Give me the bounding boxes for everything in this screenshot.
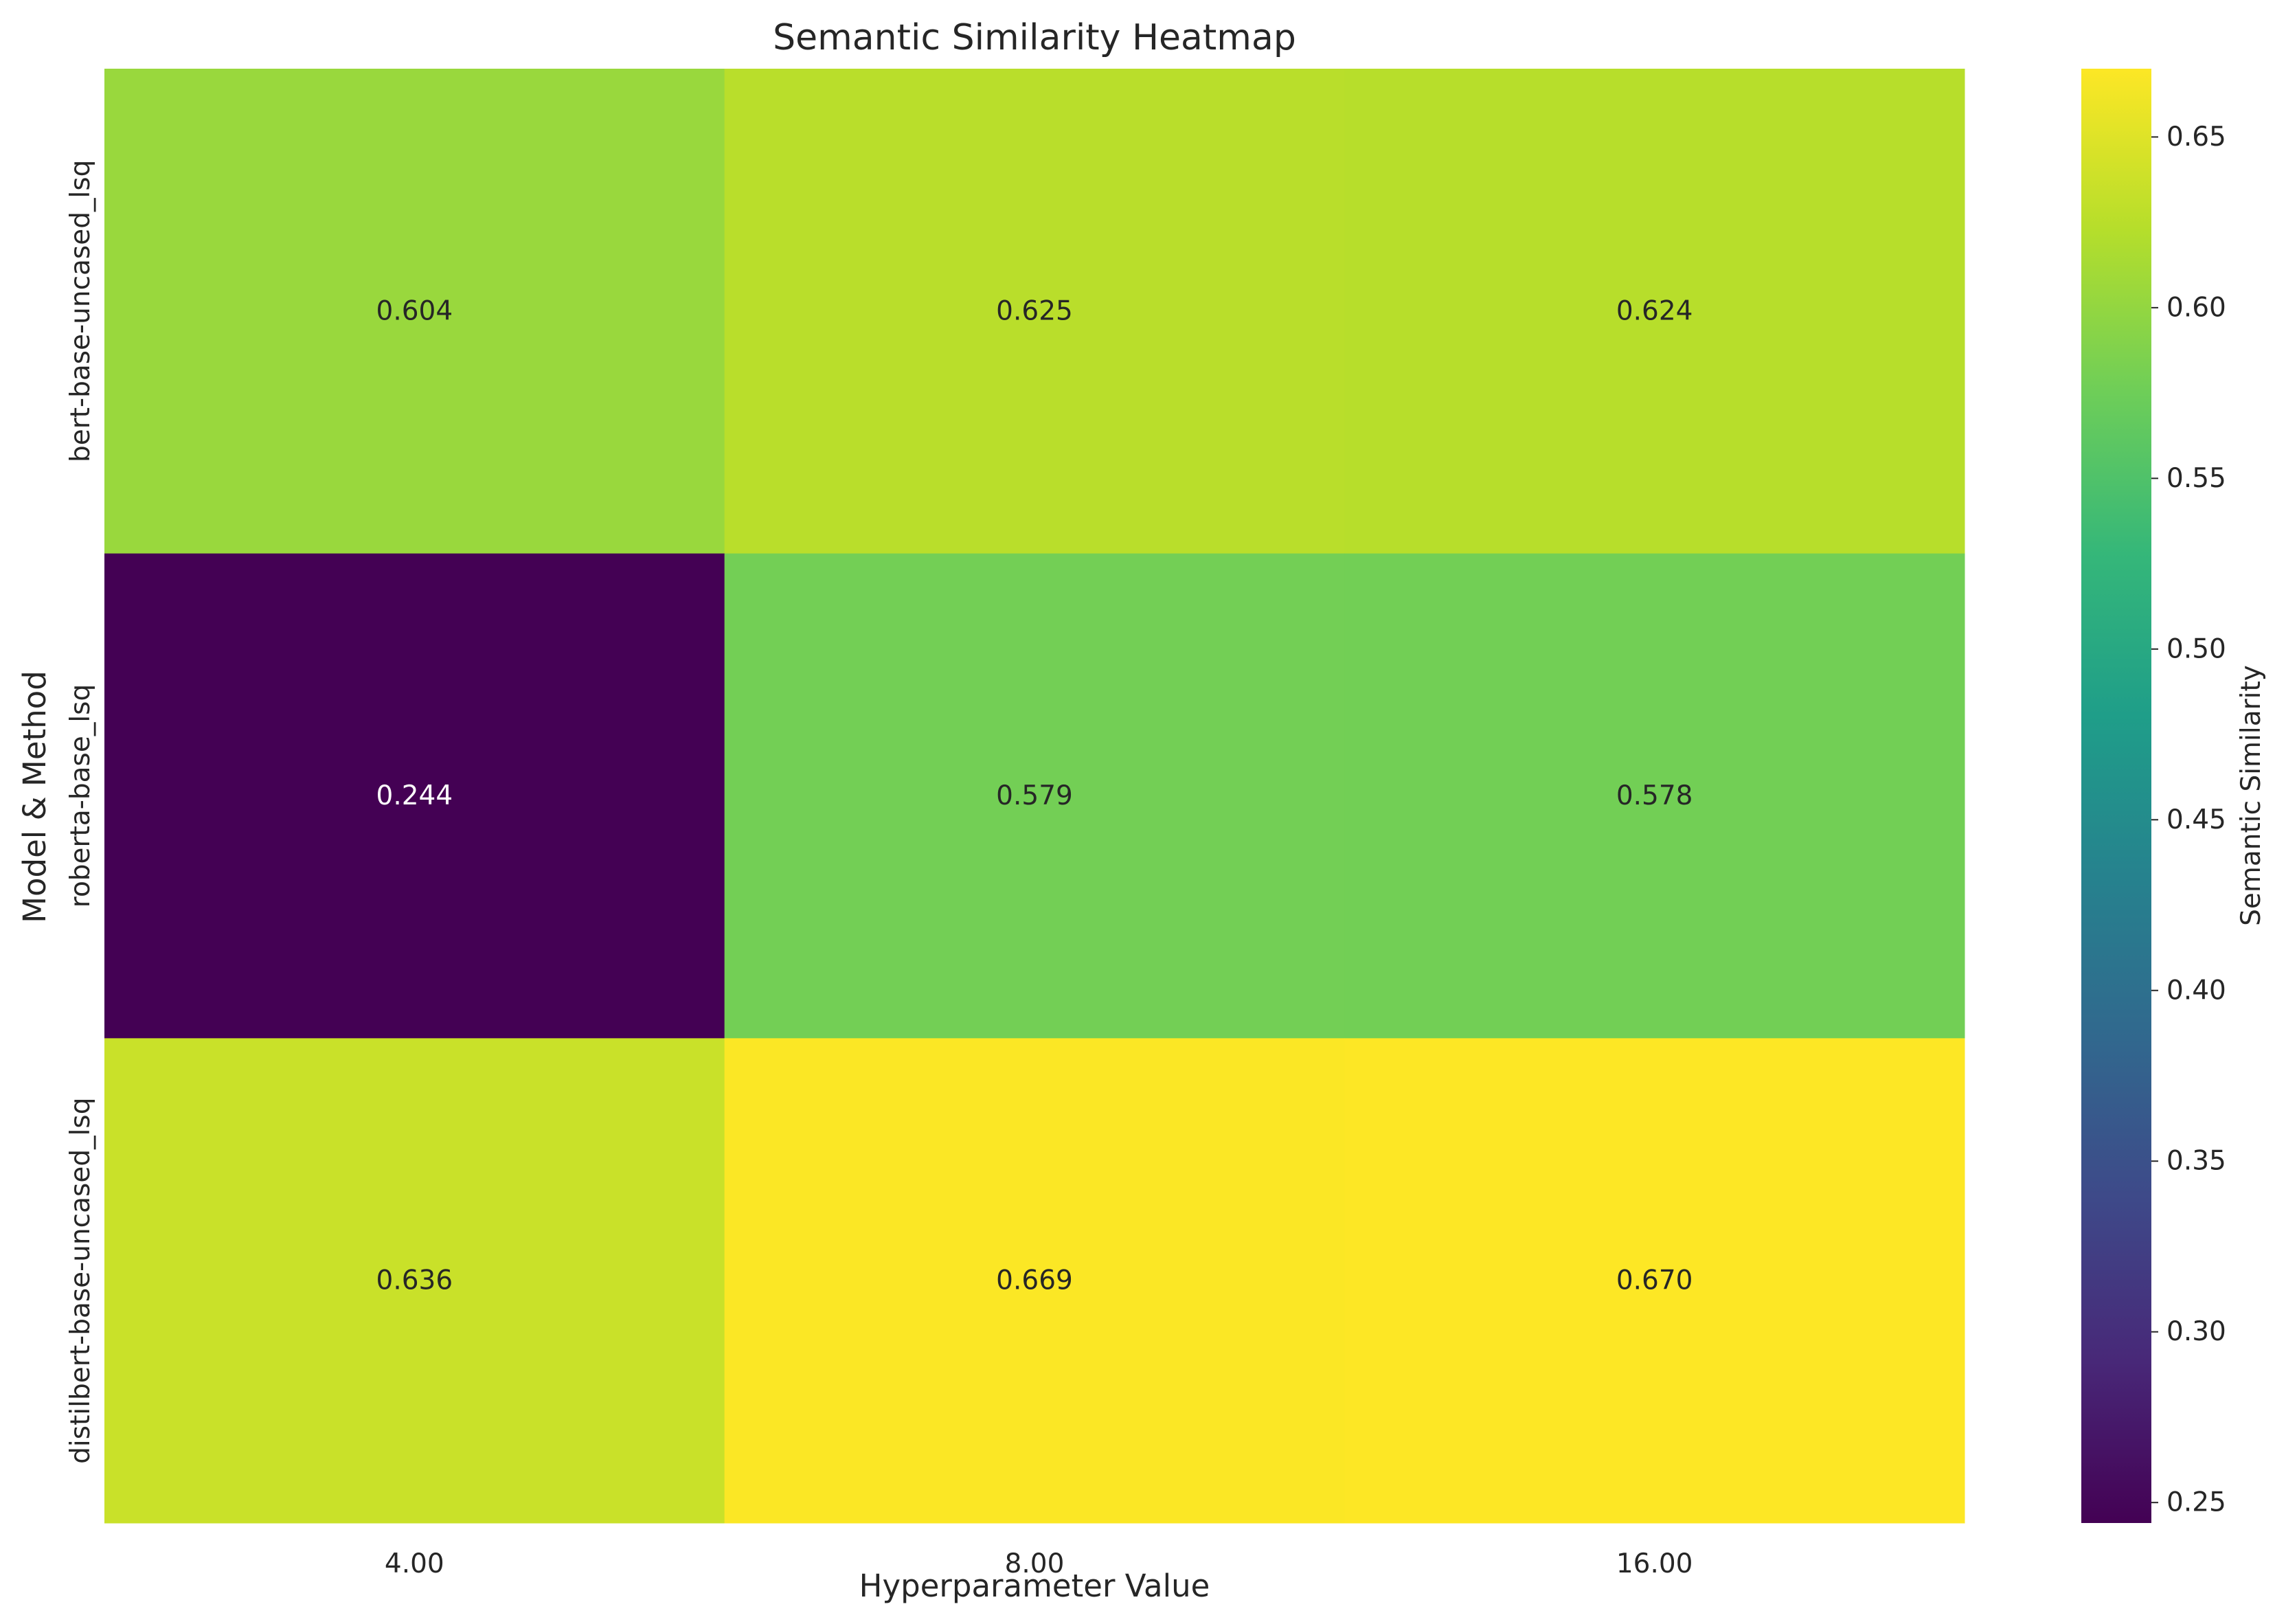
x-tick-label: 16.00	[1616, 1548, 1693, 1579]
heatmap-cell-value: 0.636	[376, 1265, 453, 1296]
heatmap-cell-labels: 0.604 0.625 0.624 0.244 0.579 0.578 0.636 0.669…	[376, 295, 1693, 1296]
x-tick-label: 8.00	[1005, 1548, 1065, 1579]
heatmap-cell-value: 0.579	[996, 780, 1073, 811]
colorbar-tick-label: 0.35	[2166, 1146, 2226, 1177]
colorbar-tick-labels: 0.25 0.30 0.35 0.40 0.45 0.50 0.55 0.60 0.65	[2151, 122, 2226, 1518]
x-tick-label: 4.00	[385, 1548, 444, 1579]
x-tick-labels: 4.00 8.00 16.00	[385, 1548, 1693, 1579]
y-tick-labels: bert-base-uncased_lsq roberta-base_lsqdis…	[65, 160, 96, 1464]
heatmap-cell	[104, 553, 725, 1039]
heatmap-cell-value: 0.624	[1616, 295, 1693, 326]
heatmap-cell	[104, 69, 725, 554]
colorbar-tick-label: 0.45	[2166, 804, 2226, 835]
heatmap-cell	[724, 69, 1345, 554]
heatmap-cells	[104, 69, 1965, 1524]
heatmap-cell-value: 0.625	[996, 295, 1073, 326]
heatmap-cell	[1344, 69, 1965, 554]
colorbar-label: Semantic Similarity	[2236, 665, 2267, 926]
colorbar-tick-label: 0.30	[2166, 1316, 2226, 1347]
colorbar-tick-label: 0.65	[2166, 122, 2226, 153]
heatmap-cell-value: 0.669	[996, 1265, 1073, 1296]
heatmap-cell	[104, 1038, 725, 1524]
colorbar	[2081, 69, 2151, 1523]
colorbar-tick-label: 0.50	[2166, 633, 2226, 664]
y-tick-label: distilbert-base-uncased_lsq	[65, 1098, 96, 1464]
heatmap-cell	[1344, 553, 1965, 1039]
heatmap-cell	[724, 553, 1345, 1039]
y-axis-label: Model & Method	[16, 670, 53, 923]
heatmap-cell-value: 0.604	[376, 295, 453, 326]
colorbar-tick-label: 0.55	[2166, 463, 2226, 494]
heatmap-cell-value: 0.578	[1616, 780, 1693, 811]
colorbar-tick-label: 0.40	[2166, 975, 2226, 1006]
y-tick-label: bert-base-uncased_lsq	[65, 160, 96, 462]
heatmap-cell	[724, 1038, 1345, 1524]
colorbar-tick-label: 0.25	[2166, 1487, 2226, 1518]
y-tick-label: roberta-base_lsq	[65, 684, 96, 907]
colorbar-tick-label: 0.60	[2166, 292, 2226, 323]
chart-title: Semantic Similarity Heatmap	[773, 17, 1296, 58]
heatmap-cell	[1344, 1038, 1965, 1524]
x-axis-label: Hyperparameter Value	[859, 1568, 1210, 1604]
heatmap-cell-value: 0.670	[1616, 1265, 1693, 1296]
heatmap-cell-value: 0.244	[376, 780, 453, 811]
